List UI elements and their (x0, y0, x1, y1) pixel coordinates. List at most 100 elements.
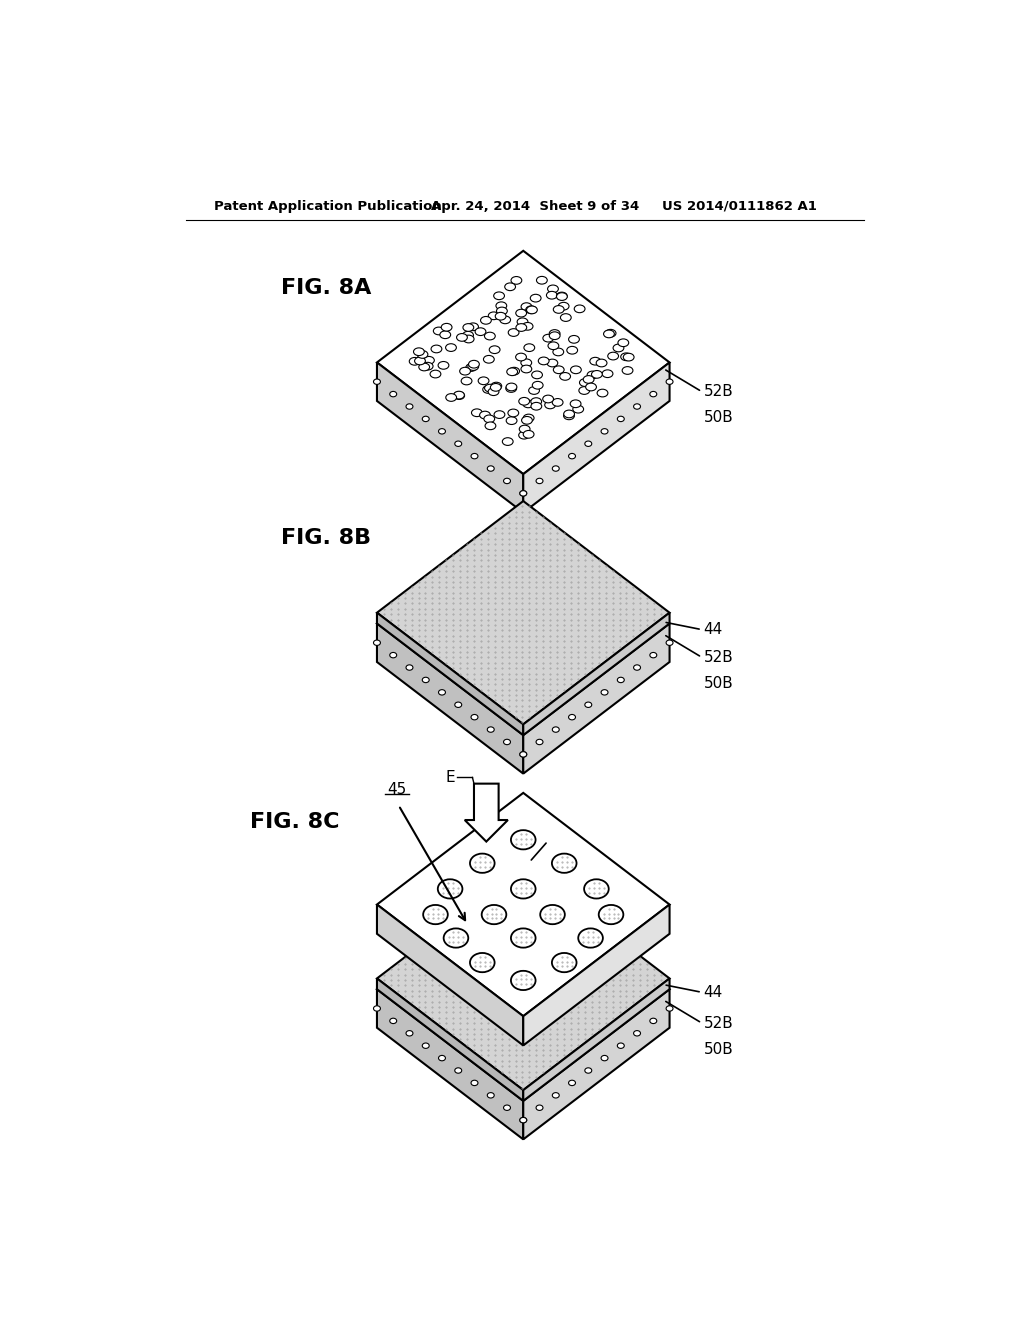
Ellipse shape (423, 906, 447, 924)
Ellipse shape (488, 388, 499, 396)
Ellipse shape (478, 378, 488, 384)
Ellipse shape (590, 358, 601, 366)
Ellipse shape (410, 358, 420, 366)
Ellipse shape (520, 751, 526, 758)
Ellipse shape (536, 739, 543, 744)
Ellipse shape (552, 854, 577, 873)
Ellipse shape (596, 359, 607, 367)
Ellipse shape (613, 345, 624, 352)
Ellipse shape (617, 339, 629, 347)
Ellipse shape (617, 416, 625, 421)
Ellipse shape (463, 323, 474, 331)
Ellipse shape (579, 387, 590, 395)
Ellipse shape (552, 953, 577, 973)
Polygon shape (377, 867, 670, 1090)
Ellipse shape (574, 305, 585, 313)
Ellipse shape (468, 323, 478, 330)
Ellipse shape (504, 478, 511, 483)
Ellipse shape (509, 367, 519, 375)
Ellipse shape (469, 360, 479, 368)
Ellipse shape (520, 491, 526, 496)
Ellipse shape (549, 330, 560, 338)
Polygon shape (523, 363, 670, 512)
Ellipse shape (599, 906, 624, 924)
Ellipse shape (500, 315, 511, 323)
Ellipse shape (484, 384, 496, 392)
Ellipse shape (601, 429, 608, 434)
Text: 52B: 52B (703, 649, 733, 665)
Ellipse shape (468, 363, 478, 371)
Ellipse shape (440, 331, 451, 339)
Ellipse shape (563, 411, 574, 418)
Ellipse shape (624, 354, 634, 360)
Polygon shape (523, 623, 670, 774)
Ellipse shape (548, 285, 558, 293)
Ellipse shape (438, 1056, 445, 1061)
Ellipse shape (516, 354, 526, 360)
Ellipse shape (536, 1105, 543, 1110)
Ellipse shape (422, 1043, 429, 1048)
Ellipse shape (523, 414, 535, 422)
Ellipse shape (568, 335, 580, 343)
Ellipse shape (522, 322, 532, 330)
Ellipse shape (525, 306, 537, 314)
Polygon shape (523, 612, 670, 735)
Ellipse shape (520, 1118, 526, 1123)
Ellipse shape (552, 1093, 559, 1098)
Ellipse shape (507, 368, 517, 376)
Ellipse shape (634, 404, 641, 409)
Ellipse shape (602, 370, 613, 378)
Ellipse shape (584, 879, 608, 899)
Ellipse shape (537, 276, 547, 284)
Ellipse shape (494, 292, 505, 300)
Ellipse shape (617, 1043, 625, 1048)
Ellipse shape (454, 392, 465, 400)
Ellipse shape (463, 335, 474, 343)
Ellipse shape (457, 334, 467, 342)
Ellipse shape (617, 677, 625, 682)
Ellipse shape (634, 1031, 641, 1036)
Ellipse shape (601, 689, 608, 696)
Ellipse shape (543, 395, 554, 403)
Ellipse shape (536, 478, 543, 483)
Ellipse shape (390, 392, 396, 397)
Text: Patent Application Publication: Patent Application Publication (214, 199, 441, 213)
Ellipse shape (531, 371, 543, 379)
Polygon shape (377, 612, 523, 735)
Polygon shape (523, 978, 670, 1101)
Ellipse shape (520, 491, 526, 496)
Ellipse shape (506, 417, 517, 425)
Ellipse shape (543, 334, 554, 342)
Ellipse shape (406, 404, 413, 409)
Ellipse shape (519, 432, 529, 440)
Ellipse shape (406, 665, 413, 671)
Text: FIG. 8C: FIG. 8C (250, 812, 339, 832)
Ellipse shape (487, 466, 495, 471)
Polygon shape (377, 251, 670, 474)
Ellipse shape (567, 346, 578, 354)
Polygon shape (377, 623, 523, 774)
Ellipse shape (484, 414, 495, 422)
Ellipse shape (496, 313, 506, 319)
Ellipse shape (516, 309, 526, 317)
Text: 52B: 52B (703, 384, 733, 399)
Ellipse shape (470, 953, 495, 973)
Polygon shape (523, 904, 670, 1045)
Ellipse shape (634, 665, 641, 671)
Ellipse shape (511, 276, 522, 284)
Ellipse shape (438, 429, 445, 434)
Polygon shape (377, 363, 523, 512)
Ellipse shape (517, 318, 528, 326)
Ellipse shape (496, 302, 507, 310)
Ellipse shape (508, 329, 519, 337)
Ellipse shape (580, 379, 590, 387)
Ellipse shape (431, 345, 441, 352)
Ellipse shape (585, 702, 592, 708)
Ellipse shape (650, 652, 656, 657)
Ellipse shape (521, 417, 532, 424)
Text: 50B: 50B (703, 1041, 733, 1057)
Ellipse shape (505, 282, 515, 290)
Ellipse shape (430, 370, 441, 378)
Ellipse shape (650, 392, 656, 397)
Ellipse shape (471, 1080, 478, 1085)
